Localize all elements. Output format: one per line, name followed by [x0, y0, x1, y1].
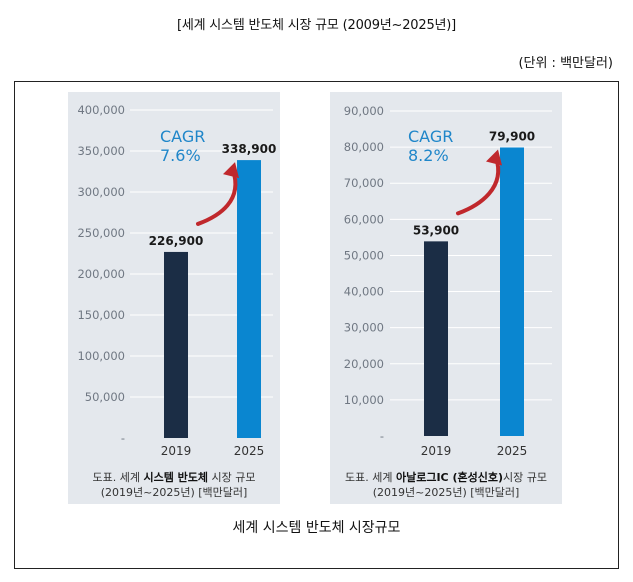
- y-tick-label: 90,000: [344, 104, 384, 118]
- caption-suffix: 시장 규모: [208, 471, 256, 484]
- x-tick-label: 2019: [161, 444, 192, 458]
- chart-panel-analog-ic: - 10,000 20,000 30,000 40,000 50,000 60,000 70,…: [330, 92, 562, 504]
- y-tick-label: 60,000: [344, 212, 384, 226]
- figure-caption: 세계 시스템 반도체 시장규모: [232, 520, 401, 536]
- caption-suffix: 시장 규모: [503, 471, 547, 484]
- x-tick-label: 2025: [234, 444, 265, 458]
- y-tick-label: 200,000: [77, 267, 125, 281]
- chart-panel-system-semiconductor: - 50,000 100,000 150,000 200,000 250,000 300,0…: [68, 92, 280, 504]
- y-tick-label: 70,000: [344, 176, 384, 190]
- unit-label: (단위 : 백만달러): [518, 56, 613, 71]
- panel-caption: 도표. 세계 아날로그IC (혼성신호)시장 규모 (2019년~2025년) …: [330, 470, 562, 500]
- bar-2019: [164, 251, 188, 438]
- cagr-value: 8.2%: [408, 146, 449, 165]
- caption-line2: (2019년~2025년) [백만달러]: [100, 486, 248, 499]
- bar-2025: [500, 147, 524, 436]
- caption-bold: 아날로그IC (혼성신호): [395, 471, 503, 484]
- y-tick-label: 100,000: [77, 349, 125, 363]
- y-tick-label: 10,000: [344, 393, 384, 407]
- bar-chart-system-semiconductor: - 50,000 100,000 150,000 200,000 250,000 300,0…: [77, 103, 277, 458]
- y-tick-label: 80,000: [344, 140, 384, 154]
- y-tick-label: 30,000: [344, 321, 384, 335]
- y-tick-label: 350,000: [77, 144, 125, 158]
- growth-arrow: [456, 155, 500, 216]
- cagr-label: CAGR: [160, 127, 205, 146]
- y-tick-label: 250,000: [77, 226, 125, 240]
- growth-arrow: [196, 168, 238, 226]
- x-tick-label: 2025: [497, 444, 528, 458]
- y-tick-label: 40,000: [344, 285, 384, 299]
- y-tick-label: 300,000: [77, 185, 125, 199]
- caption-line2: (2019년~2025년) [백만달러]: [372, 486, 520, 499]
- cagr-value: 7.6%: [160, 146, 201, 165]
- bar-chart-analog-ic: - 10,000 20,000 30,000 40,000 50,000 60,000 70,…: [344, 104, 552, 458]
- y-tick-label: 20,000: [344, 357, 384, 371]
- bar-2019: [424, 241, 448, 436]
- growth-arrow-head: [486, 149, 502, 166]
- caption-prefix: 도표. 세계: [345, 471, 396, 484]
- y-tick-label: -: [380, 429, 384, 443]
- y-tick-label: 400,000: [77, 103, 125, 117]
- y-tick-label: 50,000: [344, 248, 384, 262]
- caption-prefix: 도표. 세계: [92, 471, 144, 484]
- bar-2025: [237, 160, 261, 438]
- page-title: [세계 시스템 반도체 시장 규모 (2009년~2025년)]: [176, 18, 457, 33]
- y-tick-label: 50,000: [85, 390, 125, 404]
- panel-caption: 도표. 세계 시스템 반도체 시장 규모 (2019년~2025년) [백만달러…: [68, 470, 280, 500]
- y-tick-label: 150,000: [77, 308, 125, 322]
- caption-bold: 시스템 반도체: [143, 471, 209, 484]
- data-label: 226,900: [149, 234, 204, 248]
- data-label: 53,900: [413, 223, 459, 237]
- x-tick-label: 2019: [421, 444, 452, 458]
- growth-arrow-head: [223, 162, 239, 179]
- cagr-label: CAGR: [408, 127, 453, 146]
- y-tick-label: -: [121, 431, 125, 445]
- data-label: 79,900: [489, 129, 535, 143]
- data-label: 338,900: [222, 142, 277, 156]
- figure-frame: [14, 81, 619, 569]
